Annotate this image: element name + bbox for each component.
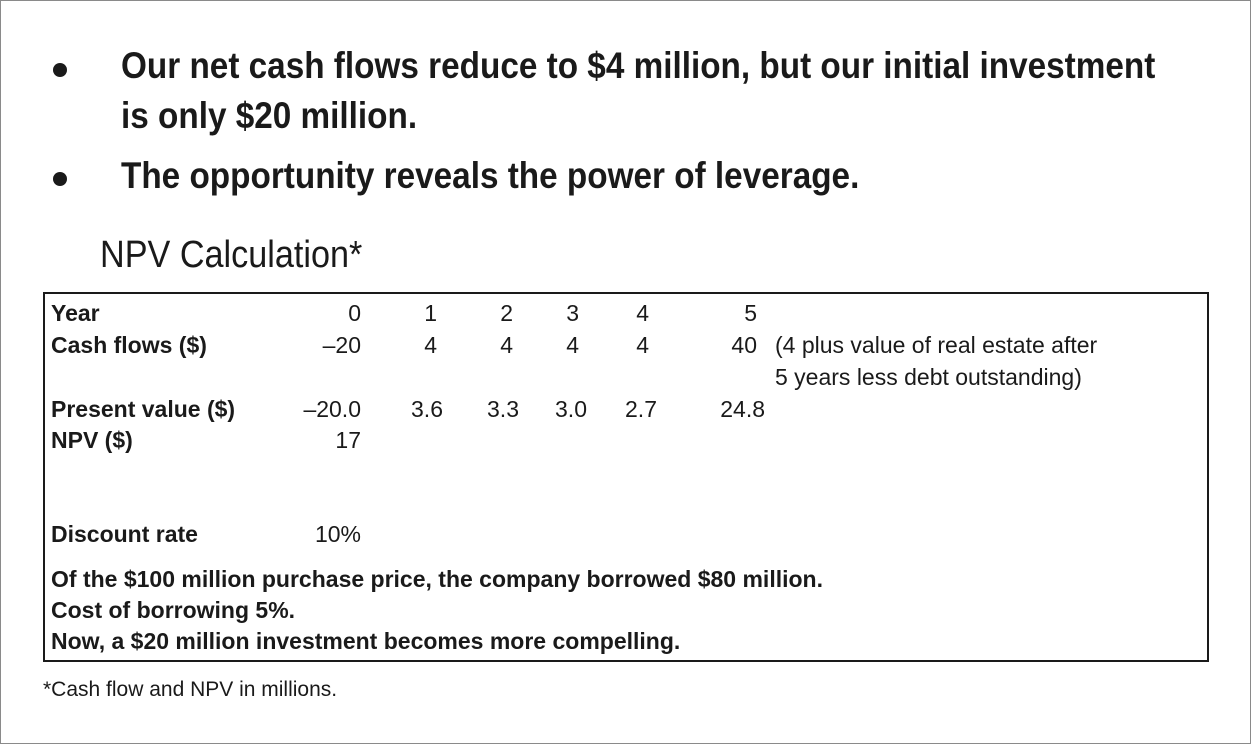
year-value: 2 bbox=[500, 300, 513, 326]
year-value: 3 bbox=[566, 300, 579, 326]
npv-calculation-title: NPV Calculation* bbox=[100, 234, 363, 276]
row-label-discount-rate: Discount rate bbox=[51, 521, 198, 547]
cash-flow-value: 4 bbox=[424, 332, 437, 358]
cash-flow-value: 4 bbox=[500, 332, 513, 358]
present-value: 2.7 bbox=[625, 396, 657, 422]
present-value: –20.0 bbox=[303, 396, 361, 422]
bullet-2-line-1: The opportunity reveals the power of lev… bbox=[121, 155, 860, 196]
row-label-year: Year bbox=[51, 300, 100, 326]
cash-flow-value: –20 bbox=[322, 332, 361, 358]
present-value: 24.8 bbox=[720, 396, 765, 422]
row-label-cash-flows: Cash flows ($) bbox=[51, 332, 207, 358]
bullet-1-line-2: is only $20 million. bbox=[121, 95, 418, 136]
statement-line: Of the $100 million purchase price, the … bbox=[51, 566, 823, 592]
cash-flow-note: (4 plus value of real estate after bbox=[775, 332, 1098, 358]
year-value: 0 bbox=[348, 300, 361, 326]
year-value: 1 bbox=[424, 300, 437, 326]
year-value: 4 bbox=[636, 300, 649, 326]
statement-line: Cost of borrowing 5%. bbox=[51, 597, 296, 623]
statement-line: Now, a $20 million investment becomes mo… bbox=[51, 628, 681, 654]
bullet-1-line-1: Our net cash flows reduce to $4 million,… bbox=[121, 45, 1156, 86]
discount-rate-value: 10% bbox=[314, 521, 361, 547]
cash-flow-note: 5 years less debt outstanding) bbox=[775, 364, 1082, 390]
cash-flow-value: 4 bbox=[566, 332, 579, 358]
present-value: 3.0 bbox=[555, 396, 587, 422]
cash-flow-value: 40 bbox=[731, 332, 757, 358]
bullet-dot-icon bbox=[53, 63, 67, 77]
npv-value: 17 bbox=[335, 427, 361, 453]
bullet-dot-icon bbox=[53, 172, 67, 186]
row-label-npv: NPV ($) bbox=[51, 427, 133, 453]
year-value: 5 bbox=[744, 300, 757, 326]
footnote: *Cash flow and NPV in millions. bbox=[43, 678, 338, 701]
npv-table: Year 0 1 2 3 4 5 Cash flows ($) –20 4 4 … bbox=[43, 292, 1209, 662]
present-value: 3.3 bbox=[487, 396, 519, 422]
row-label-present-value: Present value ($) bbox=[51, 396, 236, 422]
cash-flow-value: 4 bbox=[636, 332, 649, 358]
present-value: 3.6 bbox=[411, 396, 443, 422]
